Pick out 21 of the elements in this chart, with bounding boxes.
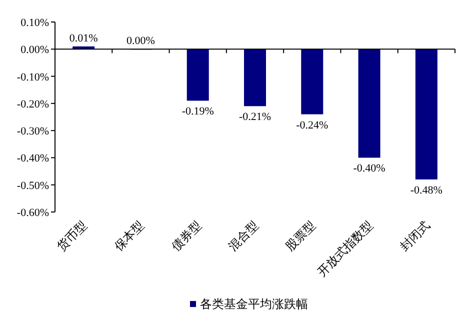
y-tick-label: 0.10%	[20, 17, 49, 29]
y-tick-label: -0.10%	[16, 71, 49, 84]
y-tick-label: -0.20%	[16, 98, 49, 110]
data-label: -0.40%	[353, 162, 386, 175]
data-label: -0.48%	[410, 184, 442, 196]
data-label: 0.01%	[69, 32, 98, 44]
data-label: -0.19%	[182, 106, 214, 118]
x-tick-label: 货币型	[54, 218, 90, 254]
y-tick-label: 0.00%	[20, 44, 49, 56]
y-tick-label: -0.50%	[16, 180, 49, 192]
data-label: -0.24%	[296, 119, 328, 132]
legend-label: 各类基金平均涨跌幅	[200, 297, 308, 311]
data-label: 0.00%	[126, 35, 155, 48]
y-tick-label: -0.30%	[16, 126, 49, 138]
y-tick-label: -0.40%	[16, 152, 49, 165]
x-tick-label: 保本型	[111, 218, 147, 254]
y-tick-label: -0.60%	[16, 207, 49, 219]
x-tick-label: 封闭式	[397, 218, 433, 254]
data-label: -0.21%	[238, 111, 272, 124]
x-tick-label: 债券型	[168, 218, 204, 254]
x-tick-label: 混合型	[226, 218, 262, 254]
